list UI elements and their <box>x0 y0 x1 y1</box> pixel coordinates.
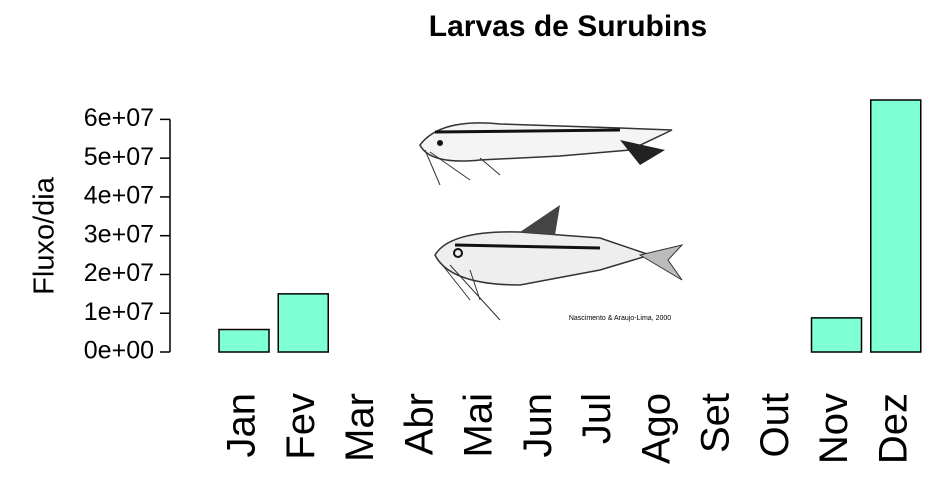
x-tick-label: Mai <box>457 393 501 457</box>
x-tick-label: Fev <box>279 393 323 460</box>
y-tick-label: 3e+07 <box>84 220 154 248</box>
x-tick-label: Dez <box>871 393 915 464</box>
x-tick-label: Ago <box>634 393 678 464</box>
y-tick-label: 0e+00 <box>84 337 154 365</box>
y-tick-label: 1e+07 <box>84 298 154 326</box>
x-tick-label: Jul <box>575 393 619 444</box>
y-axis-label: Fluxo/dia <box>29 176 61 295</box>
x-tick-label: Nov <box>812 393 856 464</box>
x-tick-label: Out <box>753 393 797 457</box>
y-tick-label: 5e+07 <box>84 143 154 171</box>
x-tick-label: Set <box>694 393 738 453</box>
x-tick-label: Mar <box>338 393 382 462</box>
y-tick-label: 6e+07 <box>84 104 154 132</box>
chart: Larvas de Surubins Fluxo/dia Nascimento … <box>0 0 939 479</box>
chart-title: Larvas de Surubins <box>429 10 707 43</box>
x-tick-label: Abr <box>397 393 441 455</box>
bar <box>871 100 921 352</box>
x-tick-label: Jan <box>220 393 264 458</box>
bar <box>278 294 328 352</box>
bar <box>812 318 862 352</box>
bar <box>219 330 269 352</box>
fish-illustration: Nascimento & Araujo-Lima, 2000 <box>405 100 685 325</box>
y-tick-label: 4e+07 <box>84 182 154 210</box>
x-tick-label: Jun <box>516 393 560 458</box>
image-credit: Nascimento & Araujo-Lima, 2000 <box>569 315 671 322</box>
y-tick-label: 2e+07 <box>84 259 154 287</box>
